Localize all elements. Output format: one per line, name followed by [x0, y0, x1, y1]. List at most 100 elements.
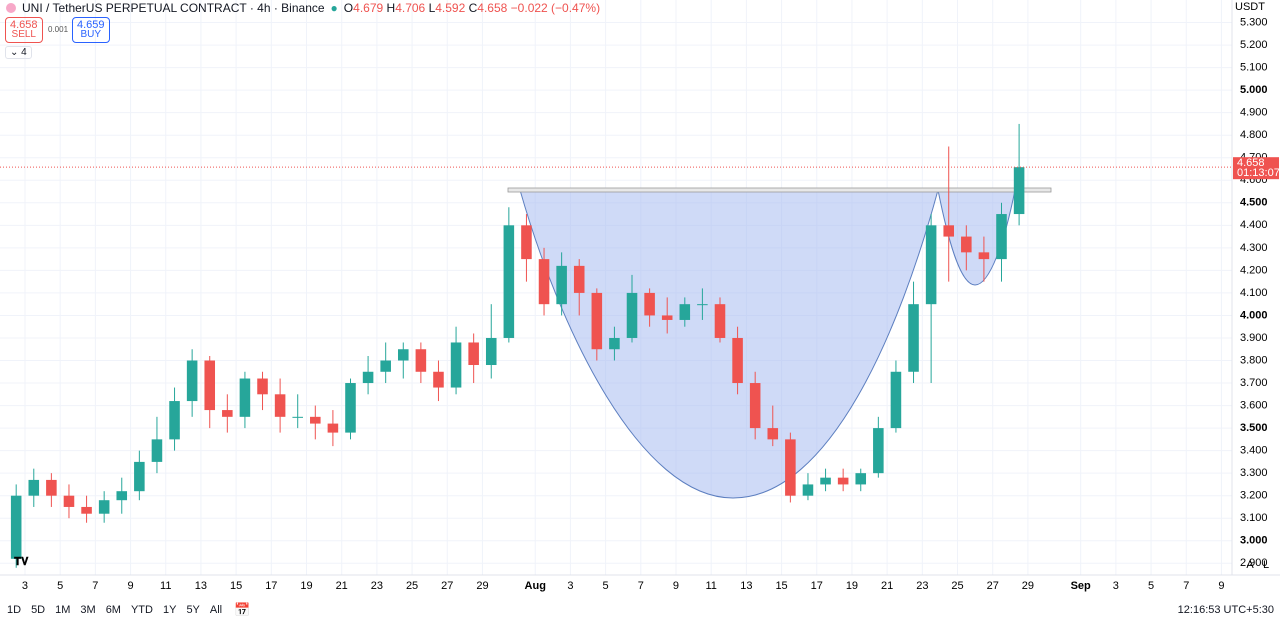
candle-body [609, 337, 620, 350]
symbol-icon [6, 3, 16, 13]
candle-body [943, 225, 954, 237]
candle-body [46, 479, 57, 496]
buy-price: 4.659 [77, 19, 105, 31]
candle-body [679, 304, 691, 320]
x-tick-label: Sep [1071, 580, 1091, 592]
x-tick-label: 19 [846, 580, 858, 592]
candle-body [257, 378, 268, 395]
candle-body [81, 506, 92, 514]
x-tick-label: 13 [740, 580, 752, 592]
range-button[interactable]: 5D [31, 604, 46, 616]
range-button[interactable]: 1M [55, 604, 71, 616]
h-label: H [386, 1, 396, 15]
candle-body [697, 304, 708, 306]
y-tick-label: 4.200 [1240, 264, 1268, 276]
o-value: 4.679 [353, 1, 384, 15]
x-tick-label: 7 [92, 580, 98, 592]
candle-body [433, 371, 444, 388]
x-tick-label: 17 [265, 580, 277, 592]
y-tick-label: 4.500 [1240, 197, 1268, 209]
y-tick-label: 4.000 [1240, 309, 1268, 321]
last-price-tag [1233, 157, 1279, 180]
x-tick-label: 11 [160, 580, 171, 592]
log-button[interactable]: L [1263, 559, 1269, 571]
candle-body [749, 383, 761, 429]
y-tick-label: 3.300 [1240, 467, 1268, 479]
range-button[interactable]: 5Y [186, 604, 200, 616]
range-button[interactable]: 6M [105, 604, 121, 616]
y-tick-label: 5.000 [1240, 84, 1268, 96]
x-tick-label: 23 [916, 580, 928, 592]
range-button[interactable]: YTD [130, 604, 153, 616]
candle-body [63, 495, 75, 507]
candle-body [925, 225, 937, 305]
clock: 12:16:53 UTC+5:30 [1177, 604, 1274, 616]
last-price-label: 4.658 [1237, 157, 1265, 169]
y-tick-label: 3.700 [1240, 377, 1268, 389]
y-tick-label: 5.300 [1240, 16, 1268, 28]
o-label: O [343, 1, 354, 15]
candle-body [485, 337, 497, 366]
auto-button[interactable]: A [1246, 559, 1254, 571]
bottom-toolbar: 1D 5D 1M 3M 6M YTD 1Y 5Y All 📅 12:16:53 UTC+5:30 [0, 596, 1280, 624]
candle-body [978, 252, 990, 260]
buy-button[interactable]: 4.659 BUY [72, 17, 110, 43]
candle-body [151, 439, 163, 462]
candle-body [327, 423, 339, 433]
chart: USDT A L 𝐓𝐕 2.900 3.000 3.100 3.200 3.300 3.4… [0, 0, 1280, 592]
range-button[interactable]: 3M [80, 604, 96, 616]
x-tick-label: 29 [1022, 580, 1034, 592]
range-buttons: 1D 5D 1M 3M 6M YTD 1Y 5Y All [0, 604, 229, 616]
symbol: UNI / TetherUS PERPETUAL CONTRACT · 4h ·… [22, 1, 325, 15]
range-button[interactable]: 1Y [162, 604, 177, 616]
x-tick-label: 17 [811, 580, 823, 592]
range-button[interactable]: All [209, 604, 223, 616]
x-tick-label: 27 [441, 580, 453, 592]
candle-body [239, 378, 251, 417]
candle-body [204, 360, 216, 411]
candle-body [890, 371, 902, 429]
candle-body [169, 401, 180, 440]
x-tick-label: 3 [22, 580, 28, 592]
candle-body [397, 349, 409, 361]
resistance-line [507, 187, 1052, 193]
x-tick-label: 27 [987, 580, 999, 592]
candle-body [573, 265, 585, 293]
sell-button[interactable]: 4.658 SELL [5, 17, 43, 43]
x-tick-label: 21 [336, 580, 348, 592]
candle-body [661, 315, 673, 320]
candle-body [503, 225, 515, 338]
candle-body [415, 349, 427, 372]
date-range-icon[interactable]: 📅 [234, 602, 251, 617]
candle-body [837, 477, 849, 485]
x-tick-label: 25 [406, 580, 418, 592]
sell-price: 4.658 [10, 19, 38, 31]
candle-body [345, 383, 356, 433]
x-tick-label: 7 [638, 580, 644, 592]
candle-body [362, 371, 374, 384]
y-tick-label: 4.900 [1240, 107, 1268, 119]
ohlc: O4.679 H4.706 L4.592 C4.658 −0.022 (−0.4… [344, 1, 600, 15]
y-tick-label: 3.400 [1240, 445, 1268, 457]
x-tick-label: 3 [1113, 580, 1119, 592]
y-tick-label: 5.100 [1240, 62, 1268, 74]
change: −0.022 (−0.47%) [510, 1, 601, 15]
candle-body [274, 394, 286, 417]
candles [10, 123, 1025, 568]
y-tick-label: 5.200 [1240, 39, 1268, 51]
currency: USDT [1235, 1, 1265, 13]
y-tick-label: 3.600 [1240, 399, 1268, 411]
y-tick-label: 3.200 [1240, 490, 1268, 502]
y-tick-label: 3.000 [1240, 535, 1268, 547]
candle-body [116, 491, 128, 501]
range-button[interactable]: 1D [7, 604, 22, 616]
indicators-toggle[interactable]: ⌄ 4 [5, 46, 32, 59]
candle-body [310, 416, 321, 424]
y-tick-label: 3.900 [1240, 332, 1268, 344]
x-tick-label: 5 [1148, 580, 1154, 592]
x-tick-label: 9 [1218, 580, 1224, 592]
c-value: 4.658 [477, 1, 508, 15]
candle-body [908, 304, 919, 372]
candle-body [644, 292, 655, 316]
